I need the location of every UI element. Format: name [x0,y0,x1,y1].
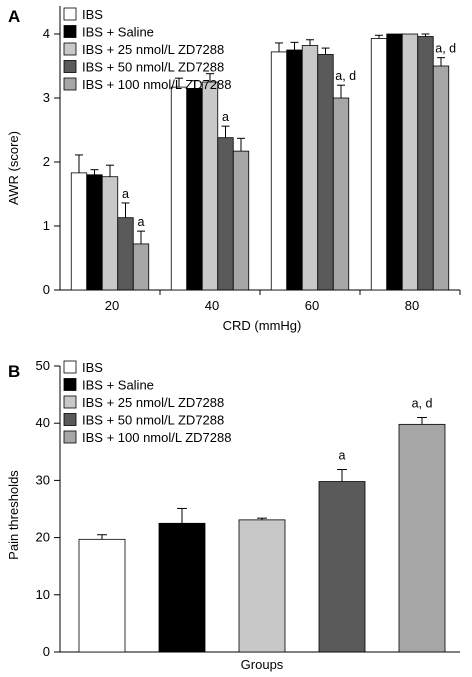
bar [401,33,419,291]
significance-label: a, d [435,42,456,56]
y-tick-label-30: 30 [36,472,50,487]
legend-swatch [63,378,77,391]
legend-label: IBS + 50 nmol/L ZD7288 [82,413,224,428]
bar [398,423,446,653]
legend-swatch [63,413,77,426]
y-tick-label-0: 0 [43,282,50,297]
bar [101,176,119,291]
legend-swatch [63,42,77,56]
legend-swatch [63,395,77,409]
bar [432,65,450,291]
panel-a-label: A [8,7,20,26]
bar [318,481,366,653]
bar [78,538,126,653]
y-tick-label-50: 50 [36,358,50,373]
bar [217,137,234,291]
significance-label: a, d [412,396,433,410]
bar [170,86,188,291]
bar [301,45,319,291]
bar [132,243,150,291]
x-axis-title: Groups [241,657,284,672]
bar [286,49,303,291]
bar [86,174,103,291]
legend-swatch [63,25,77,38]
bar [238,519,286,653]
bar [386,33,403,291]
y-tick-label-3: 3 [43,90,50,105]
legend-swatch [63,7,77,21]
legend-swatch [63,430,77,444]
bar [317,54,334,291]
y-tick-label-40: 40 [36,415,50,430]
legend-swatch [63,360,77,374]
bar [270,51,288,291]
bar [332,97,350,291]
y-tick-label-2: 2 [43,154,50,169]
legend-label: IBS + 100 nmol/L ZD7288 [82,430,231,445]
legend-label: IBS [82,360,103,375]
bar [201,81,219,291]
legend-label: IBS + Saline [82,378,154,393]
significance-label: a [138,215,145,229]
bar [370,38,388,291]
legend-label: IBS + 25 nmol/L ZD7288 [82,42,224,57]
x-tick-label-20: 20 [105,298,119,313]
x-axis-title: CRD (mmHg) [223,318,302,333]
y-tick-label-4: 4 [43,26,50,41]
y-tick-label-0: 0 [43,644,50,659]
significance-label: a [222,110,229,124]
y-tick-label-1: 1 [43,218,50,233]
legend-label: IBS + 25 nmol/L ZD7288 [82,395,224,410]
significance-label: a [122,187,129,201]
panel-b-chart: B 0 10 20 30 40 50 Pain thresholds Groups a a, d IB… [6,358,460,672]
x-tick-label-40: 40 [205,298,219,313]
significance-label: a [339,449,346,463]
x-tick-label-80: 80 [405,298,419,313]
bar [232,150,250,291]
bar [158,522,206,653]
y-tick-label-20: 20 [36,530,50,545]
legend-swatch [63,77,77,91]
y-axis-title: Pain thresholds [6,470,21,560]
significance-label: a, d [335,69,356,83]
legend-swatch [63,60,77,73]
y-tick-label-10: 10 [36,587,50,602]
legend-label: IBS + Saline [82,25,154,40]
legend-label: IBS + 100 nmol/L ZD7288 [82,77,231,92]
legend-label: IBS + 50 nmol/L ZD7288 [82,60,224,75]
legend-label: IBS [82,7,103,22]
x-tick-label-60: 60 [305,298,319,313]
y-axis-title: AWR (score) [6,131,21,205]
bar [117,217,134,291]
bar [70,172,88,291]
panel-b-label: B [8,362,20,381]
bar [186,88,203,291]
bar [417,36,434,291]
